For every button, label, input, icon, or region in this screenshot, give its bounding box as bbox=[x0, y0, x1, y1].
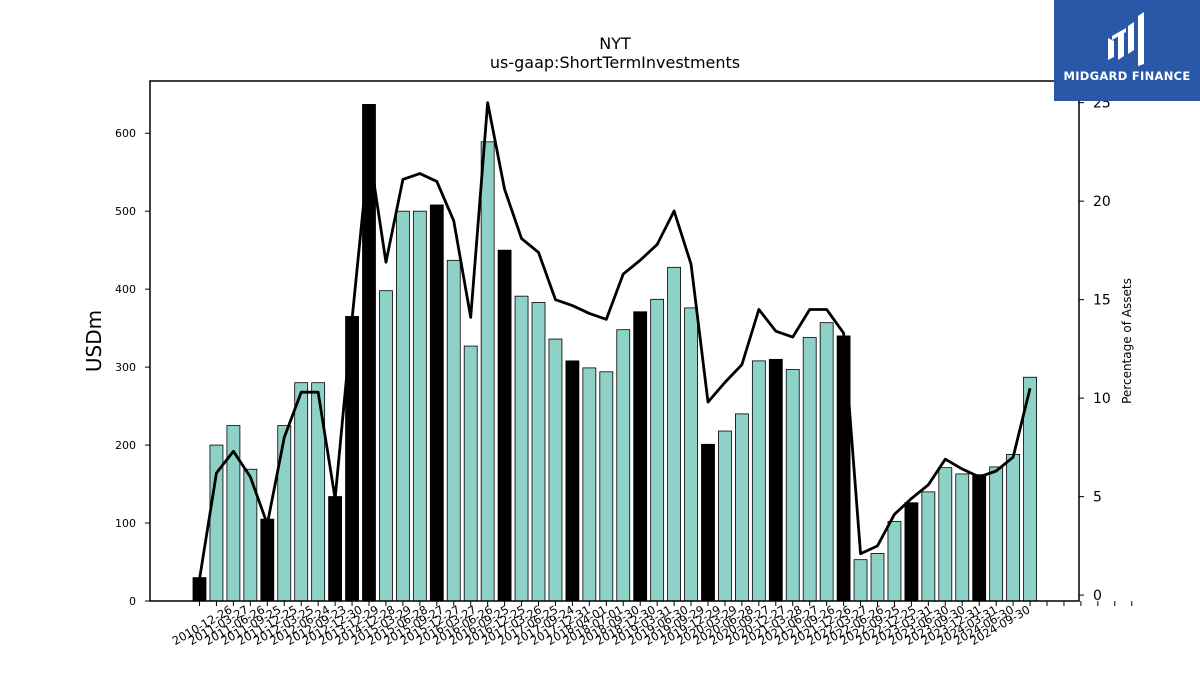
bar bbox=[938, 467, 953, 602]
bar bbox=[802, 337, 817, 602]
y-tick-label: 500 bbox=[115, 205, 136, 218]
bar bbox=[446, 259, 461, 602]
bar bbox=[904, 502, 919, 602]
bar bbox=[751, 360, 766, 602]
y-tick-label: 600 bbox=[115, 127, 136, 140]
bar bbox=[277, 425, 292, 602]
y2-tick-label: 5 bbox=[1093, 490, 1102, 506]
y-axis-label: USDm bbox=[82, 310, 106, 372]
plot-frame bbox=[149, 80, 1080, 602]
bar bbox=[768, 358, 783, 602]
y2-axis-label: Percentage of Assets bbox=[1120, 278, 1134, 404]
line-layer bbox=[198, 101, 1032, 580]
bar bbox=[514, 295, 529, 602]
y-tick-label: 300 bbox=[115, 361, 136, 374]
percentage-line bbox=[198, 101, 1032, 580]
bar bbox=[650, 298, 665, 602]
brand-name: MIDGARD FINANCE bbox=[1063, 69, 1191, 83]
bar bbox=[463, 345, 478, 602]
y-tick-label: 200 bbox=[115, 439, 136, 452]
bar bbox=[565, 360, 580, 602]
axes-layer: 010020030040050060005101520252010-12-262… bbox=[115, 80, 1133, 648]
y-tick-label: 100 bbox=[115, 517, 136, 530]
bar bbox=[921, 491, 936, 602]
bar bbox=[718, 430, 732, 602]
y2-tick-label: 0 bbox=[1093, 588, 1102, 604]
bar bbox=[701, 443, 715, 602]
bar bbox=[260, 518, 275, 602]
bar bbox=[853, 559, 868, 602]
chart-subtitle: us-gaap:ShortTermInvestments bbox=[490, 53, 740, 72]
bar bbox=[395, 210, 410, 602]
bar bbox=[1006, 454, 1020, 602]
bar bbox=[480, 141, 495, 602]
bar bbox=[379, 290, 393, 602]
bar bbox=[887, 521, 902, 602]
bar bbox=[531, 302, 546, 602]
y2-tick-label: 20 bbox=[1093, 194, 1111, 210]
bar bbox=[599, 371, 614, 602]
bar bbox=[785, 369, 800, 602]
midgard-logo-icon bbox=[1108, 12, 1144, 66]
y2-tick-label: 10 bbox=[1093, 391, 1111, 407]
bars-layer bbox=[192, 103, 1037, 602]
bar bbox=[582, 367, 597, 602]
y-tick-label: 400 bbox=[115, 283, 136, 296]
bar bbox=[684, 307, 698, 602]
bar bbox=[616, 329, 631, 602]
chart-title: NYT bbox=[599, 34, 631, 53]
bar bbox=[548, 338, 563, 602]
bar bbox=[412, 210, 427, 602]
y2-tick-label: 15 bbox=[1093, 293, 1111, 309]
bar bbox=[819, 322, 834, 602]
bar bbox=[667, 266, 681, 602]
bar bbox=[989, 466, 1004, 602]
bar bbox=[497, 249, 512, 602]
bar bbox=[955, 473, 970, 602]
bar bbox=[735, 413, 749, 602]
bar bbox=[633, 311, 648, 602]
bar bbox=[972, 474, 987, 602]
bar bbox=[294, 382, 309, 602]
y-tick-label: 0 bbox=[129, 595, 136, 608]
brand-logo: MIDGARD FINANCE bbox=[1054, 0, 1200, 101]
bar bbox=[192, 577, 207, 602]
bar bbox=[429, 204, 444, 602]
bar bbox=[870, 553, 885, 602]
bar bbox=[328, 496, 343, 602]
